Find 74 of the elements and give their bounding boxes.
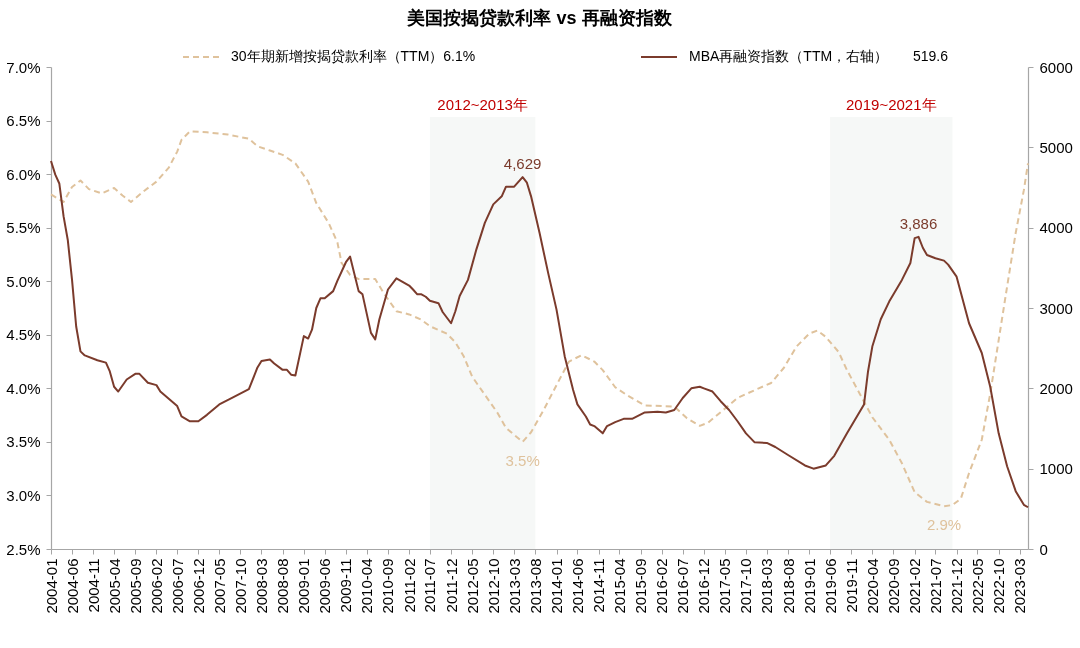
x-tick-label: 2008-08 (274, 558, 292, 614)
x-tick-label: 2012-05 (463, 558, 481, 614)
x-tick-label: 2009-06 (316, 558, 334, 614)
text: 519.6 (913, 48, 949, 64)
x-tick-label: 2014-01 (548, 558, 566, 614)
y2-tick-label: 3000 (1039, 299, 1073, 317)
x-tick-label: 2006-12 (189, 558, 207, 614)
x-tick-label: 2018-03 (758, 558, 776, 614)
x-tick-label: 2009-01 (295, 558, 313, 614)
x-tick-label: 2016-12 (695, 558, 713, 614)
x-tick-label: 2014-06 (568, 558, 586, 614)
x-tick-label: 2009-11 (337, 558, 355, 613)
x-tick-label: 2019-11 (842, 558, 860, 613)
y2-tick-label: 4000 (1039, 219, 1073, 237)
y-tick-label: 5.0% (6, 272, 41, 290)
y-tick-label: 6.0% (6, 165, 41, 183)
y-tick-label: 5.5% (6, 219, 41, 237)
x-tick-label: 2010-09 (379, 558, 397, 614)
x-tick-label: 2019-06 (821, 558, 839, 614)
x-tick-label: 2018-08 (779, 558, 797, 614)
x-tick-label: 2021-12 (948, 558, 966, 614)
x-tick-label: 2006-07 (168, 558, 186, 614)
x-tick-label: 2008-03 (252, 558, 270, 614)
y-tick-label: 2.5% (6, 540, 41, 558)
y-tick-label: 4.0% (6, 379, 41, 397)
y2-tick-label: 2000 (1039, 379, 1073, 397)
x-tick-label: 2015-04 (610, 558, 628, 614)
x-tick-label: 2005-04 (105, 558, 123, 614)
x-tick-label: 2011-12 (442, 558, 460, 613)
y2-tick-label: 6000 (1039, 58, 1073, 76)
x-tick-label: 2016-02 (653, 558, 671, 614)
x-tick-label: 2021-02 (906, 558, 924, 614)
data-label: 4,629 (503, 155, 542, 173)
x-tick-label: 2013-03 (505, 558, 523, 614)
data-label: 2.9% (926, 516, 962, 534)
x-tick-label: 2017-05 (716, 558, 734, 614)
y-tick-label: 3.5% (6, 433, 41, 451)
x-tick-label: 2023-03 (1011, 558, 1029, 614)
y2-tick-label: 1000 (1039, 460, 1073, 478)
y2-tick-label: 5000 (1039, 138, 1073, 156)
x-tick-label: 2013-08 (526, 558, 544, 614)
x-tick-label: 2004-06 (63, 558, 81, 614)
y-tick-label: 3.0% (6, 486, 41, 504)
x-tick-label: 2016-07 (674, 558, 692, 614)
data-label: 3,886 (899, 214, 938, 232)
x-tick-label: 2006-02 (147, 558, 165, 614)
data-label: 3.5% (505, 451, 540, 469)
x-tick-label: 2019-01 (800, 558, 818, 614)
band-label: 2012~2013年 (437, 96, 528, 113)
y2-tick-label: 0 (1039, 540, 1048, 558)
x-tick-label: 2015-09 (632, 558, 650, 614)
y-tick-label: 7.0% (6, 58, 41, 76)
y-tick-label: 6.5% (6, 112, 41, 130)
chart-title: 美国按揭贷款利率 vs 再融资指数 (406, 8, 673, 28)
x-tick-label: 2010-04 (358, 558, 376, 614)
band-label: 2019~2021年 (846, 96, 937, 113)
x-tick-label: 2022-10 (990, 558, 1008, 614)
y-tick-label: 4.5% (6, 326, 41, 344)
x-tick-label: 2005-09 (126, 558, 144, 614)
legend-label: MBA再融资指数（TTM，右轴） (689, 48, 889, 64)
x-tick-label: 2017-10 (737, 558, 755, 614)
x-tick-label: 2007-10 (231, 558, 249, 614)
x-tick-label: 2012-10 (484, 558, 502, 614)
x-tick-label: 2020-04 (863, 558, 881, 614)
x-tick-label: 2014-11 (590, 558, 608, 613)
x-tick-label: 2007-05 (210, 558, 228, 614)
x-tick-label: 2020-09 (884, 558, 902, 614)
x-tick-label: 2011-02 (400, 558, 418, 613)
x-tick-label: 2004-11 (84, 558, 102, 613)
legend-label: 30年期新增按揭贷款利率（TTM）6.1% (231, 48, 476, 64)
x-tick-label: 2011-07 (421, 558, 439, 613)
x-tick-label: 2004-01 (42, 558, 60, 614)
x-tick-label: 2022-05 (968, 558, 986, 614)
x-tick-label: 2021-07 (926, 558, 944, 614)
